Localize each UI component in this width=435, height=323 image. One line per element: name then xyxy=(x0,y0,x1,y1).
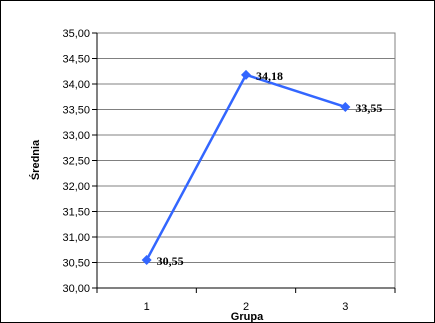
y-tick-label: 30,50 xyxy=(62,258,90,270)
data-point-marker xyxy=(141,254,152,265)
data-label: 33,55 xyxy=(355,101,382,115)
y-tick-label: 33,00 xyxy=(62,130,90,142)
labels: 30,55 34,18 33,55 xyxy=(157,69,383,268)
y-tick-label: 33,50 xyxy=(62,105,90,117)
data-label: 34,18 xyxy=(256,69,283,83)
x-tick-label: 2 xyxy=(243,301,249,313)
x-axis-title: Grupa xyxy=(231,311,264,323)
axes: 30,00 30,50 31,00 31,50 32,00 32,50 33,00 33,50… xyxy=(62,28,396,313)
x-tick-label: 1 xyxy=(144,301,150,313)
y-tick-label: 34,00 xyxy=(62,79,90,91)
x-tick-label: 3 xyxy=(342,301,348,313)
data-point-marker xyxy=(340,101,351,112)
series xyxy=(141,69,351,265)
y-tick-label: 32,00 xyxy=(62,181,90,193)
y-tick-label: 30,00 xyxy=(62,283,90,295)
y-axis-title: Średnia xyxy=(29,139,42,180)
y-tick-label: 31,50 xyxy=(62,207,90,219)
data-label: 30,55 xyxy=(157,254,184,268)
y-tick-label: 35,00 xyxy=(62,28,90,40)
data-point-marker xyxy=(241,69,251,80)
y-tick-label: 34,50 xyxy=(62,54,90,66)
y-tick-label: 32,50 xyxy=(62,156,90,168)
y-tick-label: 31,00 xyxy=(62,232,90,244)
